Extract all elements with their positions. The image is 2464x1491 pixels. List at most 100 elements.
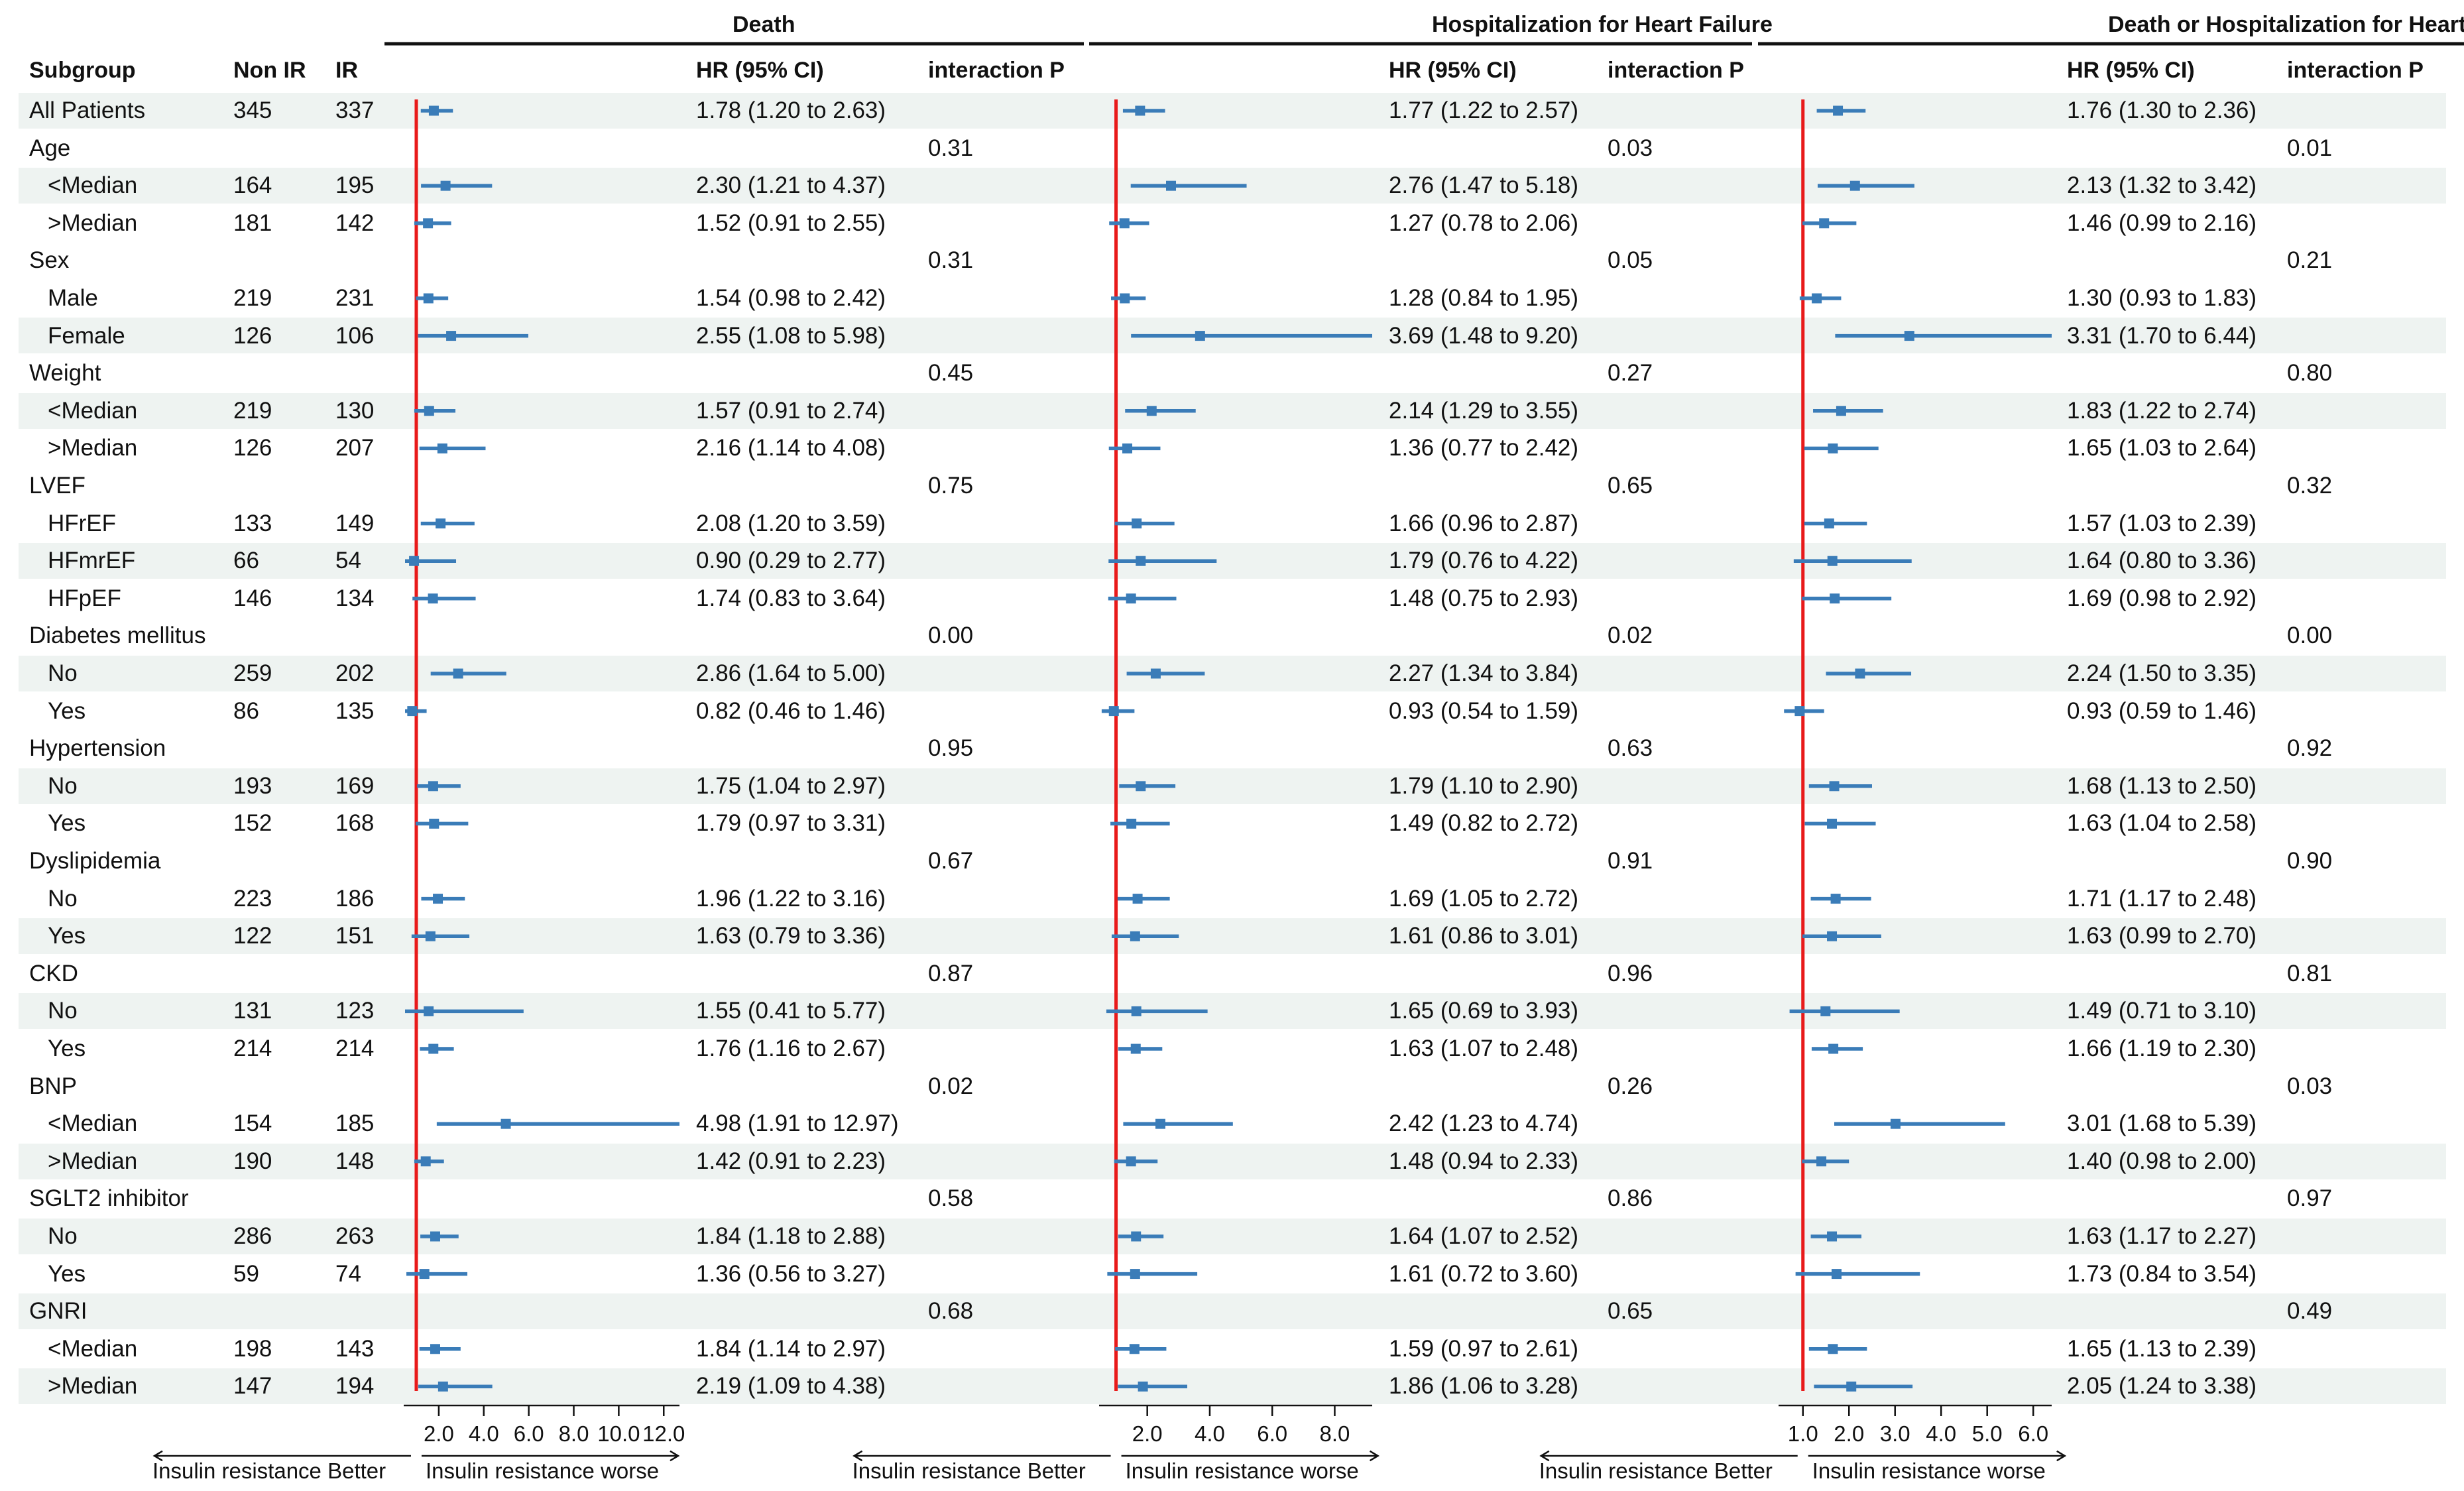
point-estimate	[1166, 180, 1177, 191]
hr-ci-value: 1.73 (0.84 to 3.54)	[2067, 1260, 2257, 1287]
interaction-p-value: 0.21	[2287, 247, 2333, 274]
subgroup-label: >Median	[48, 209, 138, 236]
point-estimate	[1138, 1381, 1148, 1392]
hr-ci-value: 1.79 (1.10 to 2.90)	[1389, 772, 1579, 799]
point-estimate	[1132, 518, 1142, 529]
interaction-p-value: 0.32	[2287, 473, 2333, 499]
hr-ci-header: HR (95% CI)	[696, 58, 824, 83]
subgroup-label: >Median	[48, 1148, 138, 1174]
interaction-p-value: 0.96	[1608, 960, 1653, 986]
ir-count: 202	[335, 660, 375, 686]
subgroup-label: HFrEF	[48, 510, 117, 536]
interaction-p-value: 0.65	[1608, 1298, 1653, 1325]
hr-ci-value: 1.57 (1.03 to 2.39)	[2067, 510, 2257, 536]
subgroup-label: No	[48, 772, 78, 799]
non-ir-count: 345	[233, 97, 272, 123]
non-ir-count: 190	[233, 1148, 272, 1174]
subgroup-label: Male	[48, 285, 98, 311]
subgroup-label: Hypertension	[29, 735, 166, 762]
interaction-p-value: 0.63	[1608, 735, 1653, 762]
hr-ci-value: 1.65 (1.13 to 2.39)	[2067, 1335, 2257, 1362]
better-arrow-head	[152, 1450, 163, 1462]
subgroup-label: SGLT2 inhibitor	[29, 1185, 189, 1212]
point-estimate	[1122, 443, 1133, 453]
ir-count: 207	[335, 435, 375, 461]
hr-ci-value: 1.64 (0.80 to 3.36)	[2067, 548, 2257, 574]
point-estimate	[428, 105, 439, 116]
point-estimate	[1833, 105, 1844, 116]
ir-count: 168	[335, 810, 375, 837]
hr-ci-value: 1.63 (1.04 to 2.58)	[2067, 810, 2257, 837]
x-tick-label: 4.0	[1195, 1421, 1225, 1446]
non-ir-count: 131	[233, 998, 272, 1024]
subgroup-label: No	[48, 660, 78, 686]
interaction-p-value: 0.03	[1608, 135, 1653, 161]
hr-ci-value: 1.28 (0.84 to 1.95)	[1389, 285, 1579, 311]
x-tick-label: 2.0	[423, 1421, 454, 1446]
point-estimate	[1126, 593, 1136, 604]
panel-title: Hospitalization for Heart Failure	[1432, 12, 1773, 37]
interaction-p-value: 0.05	[1608, 247, 1653, 274]
hr-ci-value: 2.76 (1.47 to 5.18)	[1389, 172, 1579, 199]
ir-count: 337	[335, 97, 375, 123]
subgroup-label: CKD	[29, 960, 78, 986]
hr-ci-header: HR (95% CI)	[1389, 58, 1517, 83]
point-estimate	[1135, 105, 1145, 116]
point-estimate	[433, 894, 443, 904]
ir-count: 130	[335, 397, 375, 424]
point-estimate	[423, 293, 434, 304]
point-estimate	[1119, 218, 1130, 229]
ir-count: 54	[335, 548, 361, 574]
subgroup-label: Yes	[48, 697, 86, 724]
subgroup-label: <Median	[48, 1335, 138, 1362]
subgroup-label: HFpEF	[48, 585, 121, 611]
interaction-p-value: 0.95	[928, 735, 974, 762]
point-estimate	[1126, 818, 1137, 829]
non-ir-count: 193	[233, 772, 272, 799]
ir-count: 214	[335, 1036, 375, 1061]
point-estimate	[1130, 1044, 1141, 1054]
subgroup-label: <Median	[48, 172, 138, 199]
interaction-p-value: 0.92	[2287, 735, 2333, 762]
point-estimate	[1827, 931, 1838, 941]
interaction-p-value: 0.02	[928, 1073, 974, 1099]
point-estimate	[1146, 406, 1157, 416]
subgroup-label: All Patients	[29, 97, 146, 123]
worse-label: Insulin resistance worse	[425, 1459, 660, 1483]
hr-ci-value: 2.55 (1.08 to 5.98)	[696, 322, 886, 349]
hr-ci-value: 3.31 (1.70 to 6.44)	[2067, 322, 2257, 349]
hr-ci-value: 1.36 (0.77 to 2.42)	[1389, 435, 1579, 461]
hr-ci-value: 1.86 (1.06 to 3.28)	[1389, 1373, 1579, 1400]
ir-count: 74	[335, 1260, 361, 1287]
point-estimate	[424, 1006, 434, 1016]
interaction-p-value: 0.31	[928, 247, 974, 274]
interaction-p-value: 0.65	[1608, 473, 1653, 499]
non-ir-count: 59	[233, 1260, 259, 1287]
better-label: Insulin resistance Better	[1539, 1459, 1773, 1483]
subgroup-label: Yes	[48, 923, 86, 949]
point-estimate	[409, 556, 420, 566]
hr-ci-value: 1.66 (1.19 to 2.30)	[2067, 1036, 2257, 1061]
non-ir-count: 66	[233, 548, 259, 574]
point-estimate	[1830, 894, 1841, 904]
ir-count: 143	[335, 1335, 375, 1362]
ir-count: 106	[335, 322, 375, 349]
hr-ci-value: 1.76 (1.30 to 2.36)	[2067, 97, 2257, 123]
hr-ci-value: 0.90 (0.29 to 2.77)	[696, 548, 886, 574]
hr-ci-value: 1.84 (1.18 to 2.88)	[696, 1223, 886, 1249]
point-estimate	[428, 593, 438, 604]
interaction-p-value: 0.26	[1608, 1073, 1653, 1099]
hr-ci-value: 1.96 (1.22 to 3.16)	[696, 885, 886, 912]
non-ir-header: Non IR	[233, 58, 306, 83]
subgroup-label: Sex	[29, 247, 70, 274]
subgroup-label: Female	[48, 322, 125, 349]
hr-ci-value: 1.78 (1.20 to 2.63)	[696, 97, 886, 123]
non-ir-count: 133	[233, 510, 272, 536]
hr-ci-value: 2.05 (1.24 to 3.38)	[2067, 1373, 2257, 1400]
point-estimate	[1126, 1156, 1136, 1167]
non-ir-count: 259	[233, 660, 272, 686]
x-tick-label: 5.0	[1971, 1421, 2003, 1446]
point-estimate	[1831, 1269, 1842, 1280]
ir-count: 151	[335, 923, 375, 949]
